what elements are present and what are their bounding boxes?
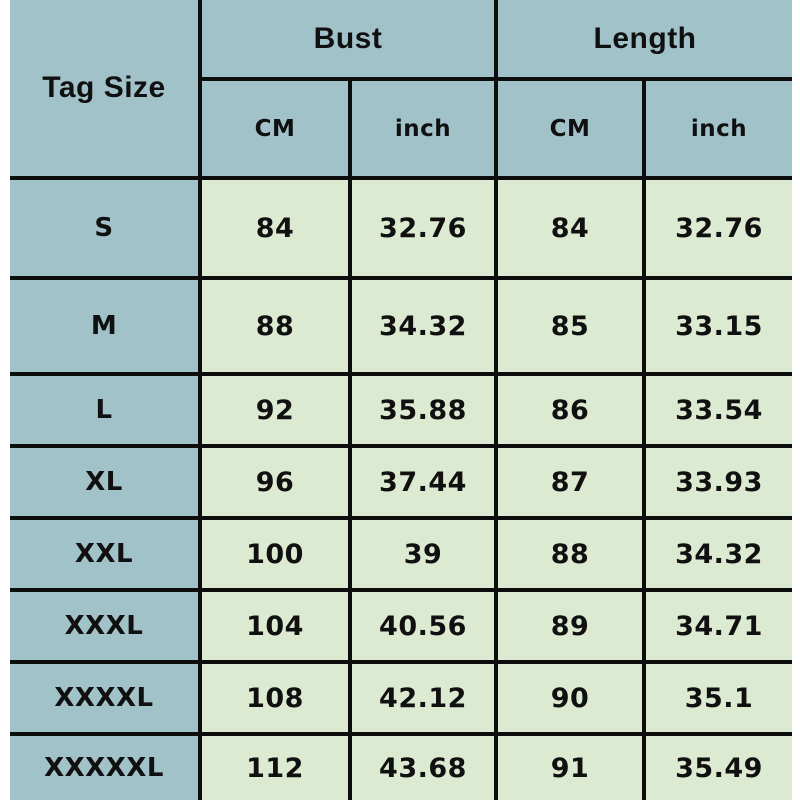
bust-inch-cell: 32.76 <box>347 176 499 280</box>
bust-inch-unit-header-cell: inch <box>347 77 499 180</box>
size-cell: S <box>10 176 202 280</box>
length-cm-cell: 91 <box>494 732 647 800</box>
length-group-header-cell: Length <box>494 0 793 81</box>
length-inch-cell: 34.32 <box>642 516 793 592</box>
bust-inch-cell: 34.32 <box>347 276 499 376</box>
bust-cm-cell: 112 <box>198 732 352 800</box>
size-cell: XXXXXL <box>10 732 202 800</box>
length-cm-cell: 90 <box>494 660 647 736</box>
length-inch-cell: 35.49 <box>642 732 793 800</box>
table-row-s: S 84 32.76 84 32.76 <box>10 176 793 280</box>
bust-cm-cell: 108 <box>198 660 352 736</box>
length-inch-cell: 32.76 <box>642 176 793 280</box>
size-cell: XXXXL <box>10 660 202 736</box>
table-row-xxxxl: XXXXL 108 42.12 90 35.1 <box>10 660 793 736</box>
length-cm-cell: 89 <box>494 588 647 664</box>
length-cm-cell: 87 <box>494 444 647 520</box>
bust-cm-unit-header-cell: CM <box>200 77 352 180</box>
length-cm-cell: 88 <box>494 516 647 592</box>
size-cell: XXXL <box>10 588 202 664</box>
size-cell: XL <box>10 444 202 520</box>
size-cell: XXL <box>10 516 202 592</box>
length-cm-cell: 85 <box>494 276 647 376</box>
length-inch-unit-header-cell: inch <box>642 77 793 180</box>
table-row-l: L 92 35.88 86 33.54 <box>10 372 793 448</box>
bust-cm-cell: 88 <box>198 276 352 376</box>
group-header-row: Tag Size Bust Length <box>10 0 793 180</box>
bust-inch-cell: 43.68 <box>347 732 499 800</box>
size-cell: L <box>10 372 202 448</box>
length-inch-cell: 35.1 <box>642 660 793 736</box>
bust-group-header-cell: Bust <box>197 0 499 81</box>
table-row-xxl: XXL 100 39 88 34.32 <box>10 516 793 592</box>
bust-inch-cell: 35.88 <box>347 372 499 448</box>
bust-cm-cell: 96 <box>198 444 352 520</box>
length-cm-cell: 86 <box>494 372 647 448</box>
length-inch-cell: 34.71 <box>642 588 793 664</box>
bust-cm-cell: 100 <box>198 516 352 592</box>
bust-inch-cell: 39 <box>347 516 499 592</box>
bust-inch-cell: 37.44 <box>347 444 499 520</box>
size-cell: M <box>10 276 202 376</box>
length-cm-unit-header-cell: CM <box>494 77 647 180</box>
length-cm-cell: 84 <box>494 176 647 280</box>
unit-header-row: CM inch CM inch <box>10 77 793 180</box>
table-row-xxxl: XXXL 104 40.56 89 34.71 <box>10 588 793 664</box>
bust-cm-cell: 84 <box>198 176 352 280</box>
bust-inch-cell: 42.12 <box>347 660 499 736</box>
bust-cm-cell: 104 <box>198 588 352 664</box>
length-inch-cell: 33.93 <box>642 444 793 520</box>
size-chart-table: Tag Size Bust Length CM inch CM inch S 8… <box>10 0 793 800</box>
tag-size-header-cell: Tag Size <box>10 0 202 180</box>
table-row-xxxxxl: XXXXXL 112 43.68 91 35.49 <box>10 732 793 800</box>
length-inch-cell: 33.15 <box>642 276 793 376</box>
length-inch-cell: 33.54 <box>642 372 793 448</box>
table-row-xl: XL 96 37.44 87 33.93 <box>10 444 793 520</box>
table-row-m: M 88 34.32 85 33.15 <box>10 276 793 376</box>
bust-cm-cell: 92 <box>198 372 352 448</box>
bust-inch-cell: 40.56 <box>347 588 499 664</box>
